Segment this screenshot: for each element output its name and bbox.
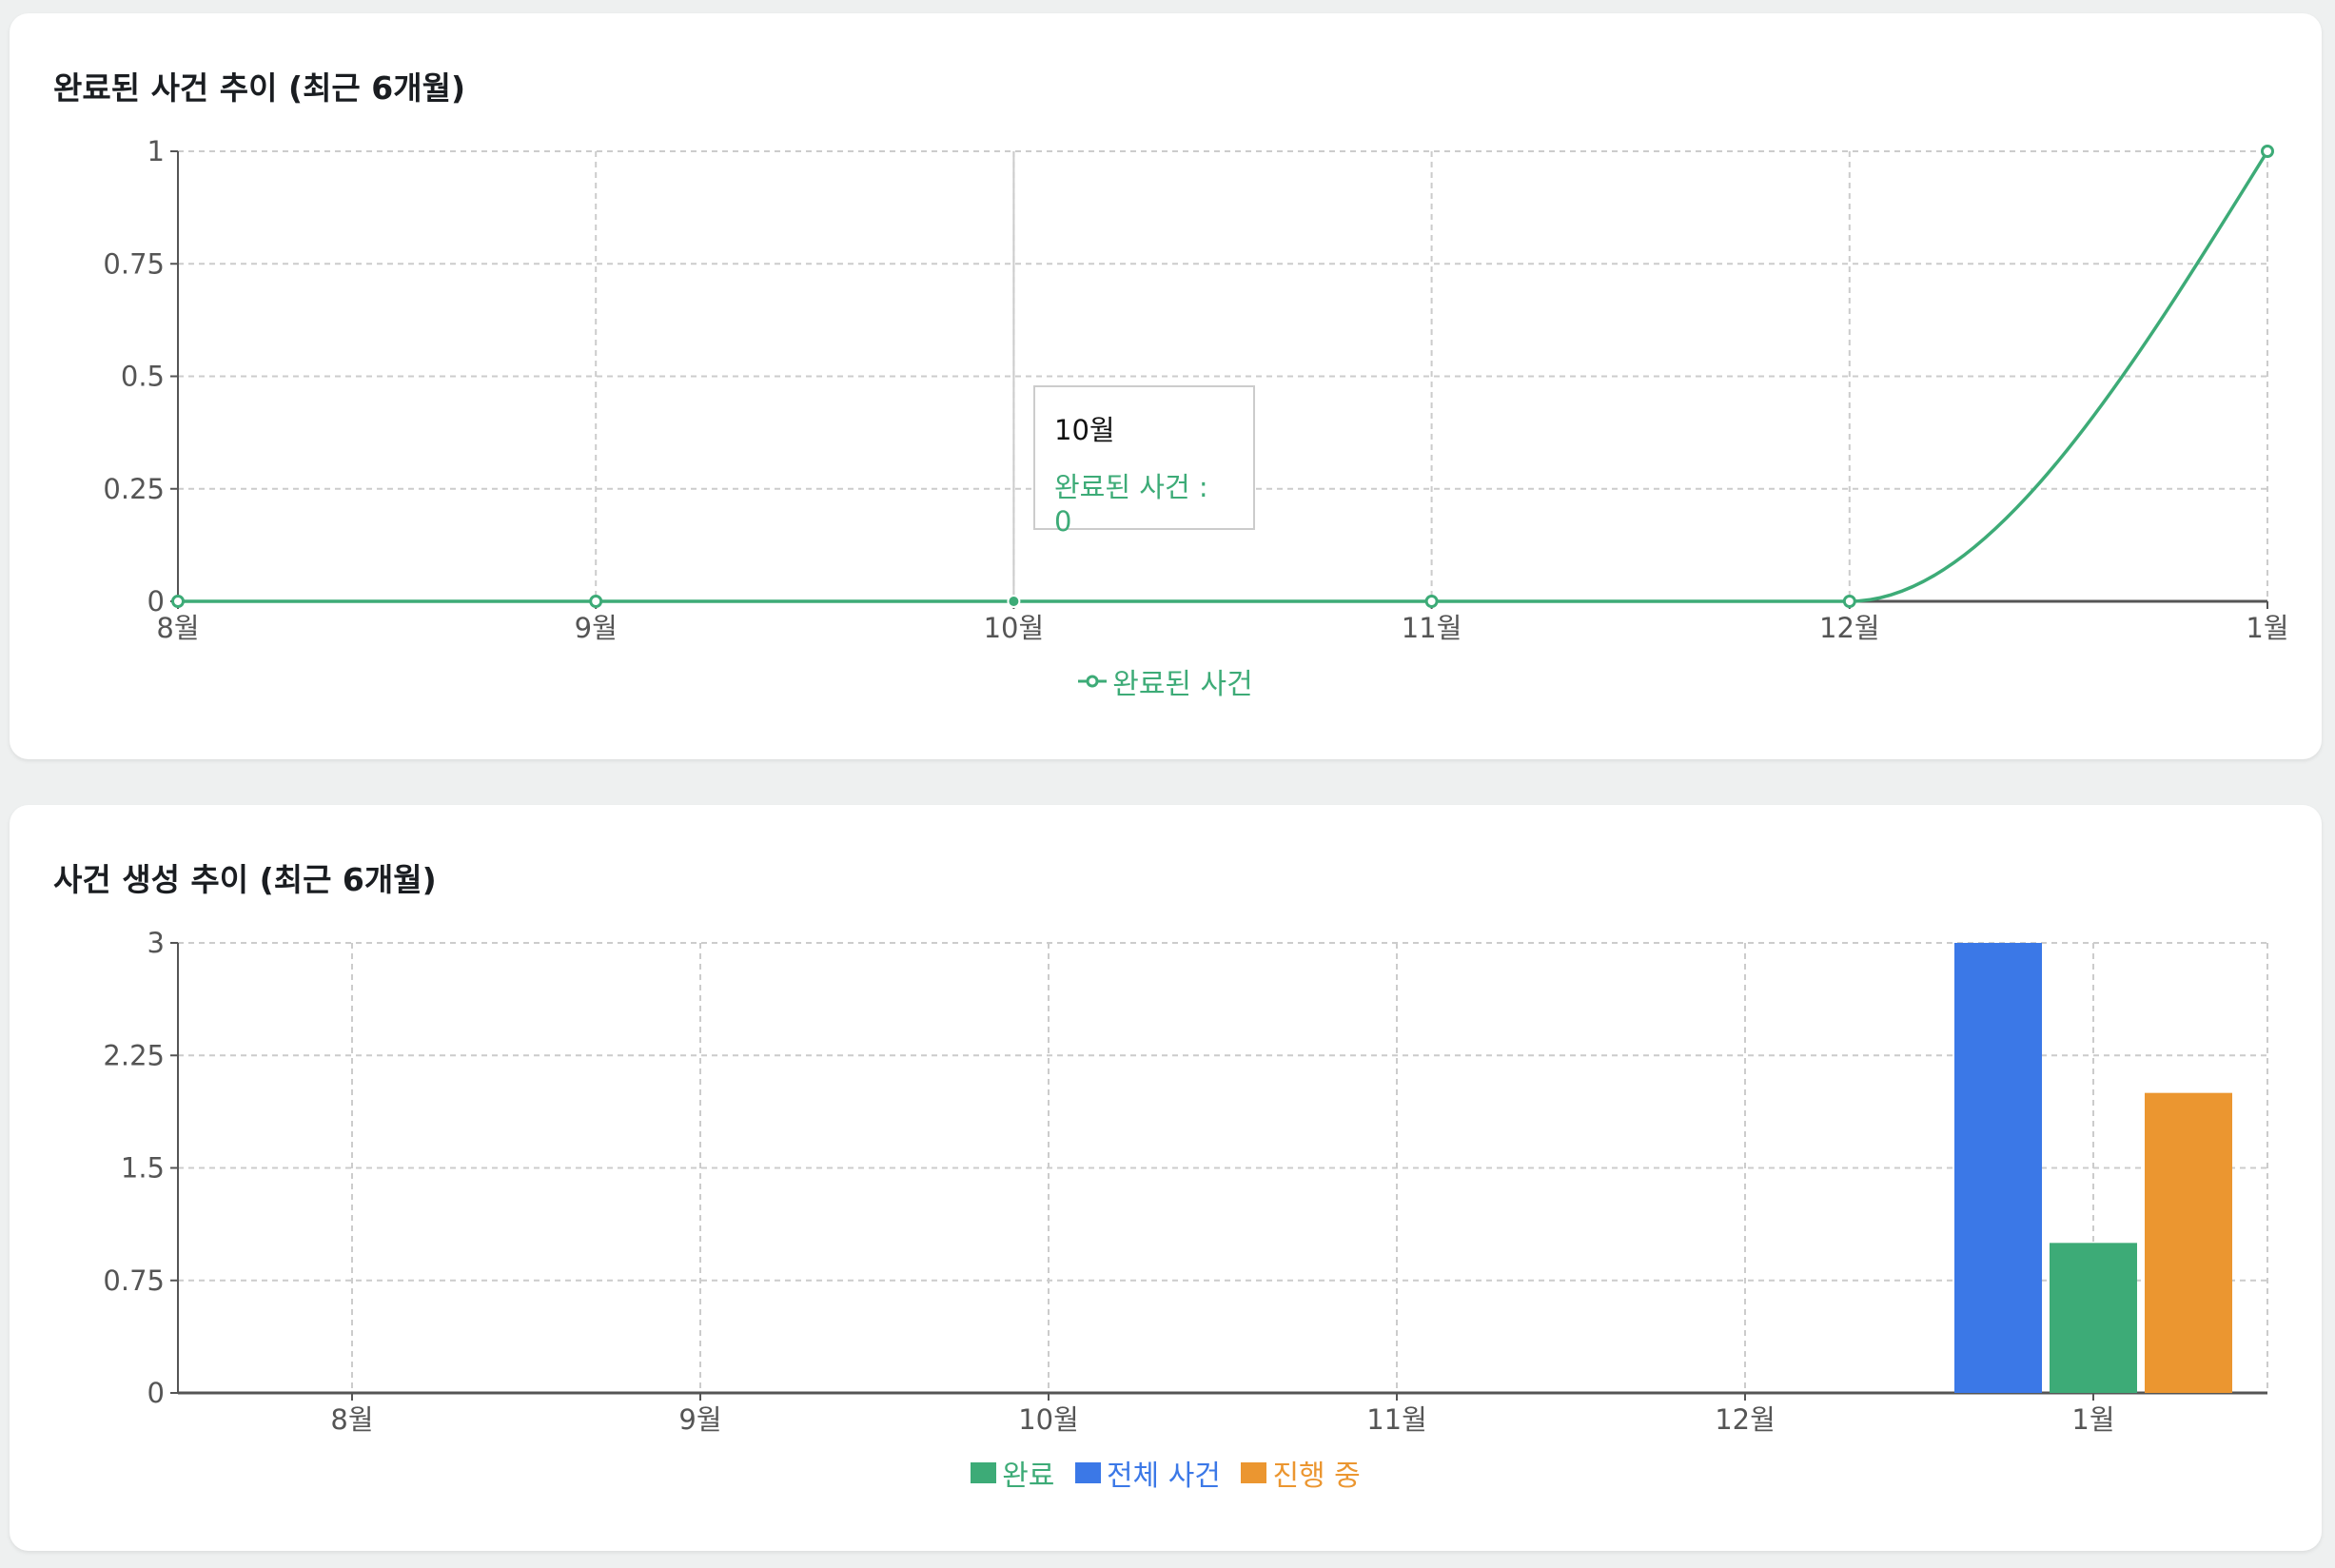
legend-swatch (1241, 1462, 1267, 1483)
x-tick-label: 8월 (156, 612, 199, 644)
y-tick-label: 1 (147, 135, 165, 167)
line-legend: 완료된 사건 (10, 660, 2322, 702)
y-tick-label: 3 (147, 927, 165, 959)
bar-진행-중 (2145, 1092, 2232, 1393)
x-tick-label: 10월 (1018, 1403, 1079, 1436)
y-tick-label: 0.75 (103, 1264, 165, 1297)
x-tick-label: 8월 (330, 1403, 373, 1436)
tooltip-value: 완료된 사건 : 0 (1054, 471, 1208, 538)
line-marker-icon (1078, 675, 1108, 688)
x-tick-label: 1월 (2246, 612, 2288, 644)
legend-label: 완료된 사건 (1112, 668, 1253, 701)
tooltip-label: 10월 (1054, 414, 1115, 446)
legend-item-total[interactable]: 전체 사건 (1074, 1452, 1221, 1494)
legend-label: 완료 (1002, 1460, 1055, 1493)
legend-swatch (1074, 1462, 1101, 1483)
case-creation-card: 사건 생성 추이 (최근 6개월) 0 0.75 1.5 2.25 3 8월 9월 10월 11… (10, 805, 2322, 1551)
legend-label: 전체 사건 (1106, 1460, 1221, 1493)
data-point (1842, 595, 1856, 608)
data-point (589, 595, 603, 608)
legend-label: 진행 중 (1272, 1460, 1361, 1493)
data-point (2261, 145, 2274, 158)
bar-legend: 완료 전체 사건 진행 중 (10, 1452, 2322, 1494)
completed-cases-card: 완료된 사건 추이 (최근 6개월) 0 0.25 0.5 0.75 1 8월 9월 10월 1… (10, 13, 2322, 759)
y-tick-label: 1.5 (121, 1152, 165, 1185)
line-chart: 0 0.25 0.5 0.75 1 8월 9월 10월 11월 12월 1월 (103, 135, 2288, 644)
bar-chart-title: 사건 생성 추이 (최근 6개월) (53, 861, 437, 898)
data-point (1424, 595, 1439, 608)
y-tick-label: 0 (147, 1377, 165, 1409)
x-tick-label: 9월 (678, 1403, 721, 1436)
y-tick-label: 0.75 (103, 247, 165, 280)
y-tick-label: 0.5 (121, 361, 165, 393)
legend-item-completed[interactable]: 완료 (971, 1452, 1054, 1494)
line-chart-title: 완료된 사건 추이 (최근 6개월) (53, 69, 466, 107)
x-tick-label: 12월 (1715, 1403, 1776, 1436)
completed-cases-line (178, 150, 2269, 603)
bar-완료 (2050, 1243, 2137, 1393)
x-tick-label: 11월 (1402, 612, 1462, 644)
legend-swatch (971, 1462, 997, 1483)
x-tick-label: 1월 (2071, 1403, 2114, 1436)
bar-chart: 0 0.75 1.5 2.25 3 8월 9월 10월 11월 12월 1월 (103, 927, 2268, 1436)
x-tick-label: 10월 (984, 612, 1045, 644)
x-tick-label: 11월 (1366, 1403, 1427, 1436)
legend-item-in-progress[interactable]: 진행 중 (1241, 1452, 1361, 1494)
x-tick-label: 9월 (575, 612, 618, 644)
bar-전체-사건 (1954, 943, 2042, 1393)
x-tick-label: 12월 (1819, 612, 1880, 644)
active-data-point (1007, 595, 1021, 608)
y-tick-label: 0.25 (103, 473, 165, 505)
chart-tooltip: 10월 완료된 사건 : 0 (1033, 385, 1255, 538)
legend-item-completed[interactable]: 완료된 사건 (1078, 660, 1253, 702)
y-tick-label: 2.25 (103, 1039, 165, 1071)
y-tick-label: 0 (147, 585, 165, 617)
data-point (171, 595, 185, 608)
